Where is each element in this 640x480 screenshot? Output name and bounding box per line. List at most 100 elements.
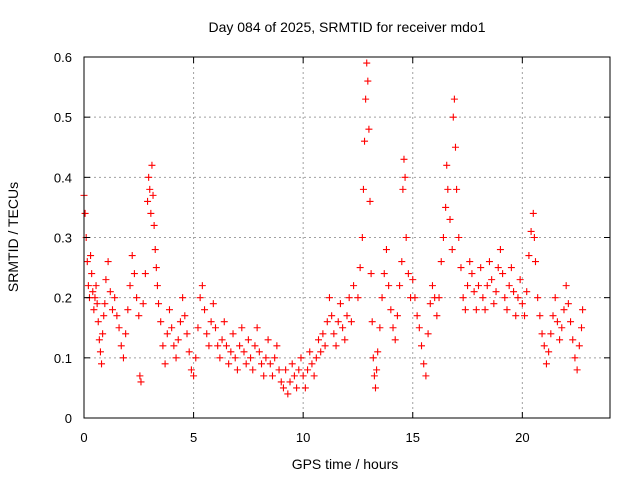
y-tick-label: 0.4 xyxy=(54,170,72,185)
data-point xyxy=(481,306,489,314)
data-point xyxy=(207,318,215,326)
data-point xyxy=(153,282,161,290)
x-tick-label: 5 xyxy=(190,430,197,445)
data-point xyxy=(391,336,399,344)
data-point xyxy=(424,330,432,338)
data-point xyxy=(457,264,465,272)
data-point xyxy=(308,360,316,368)
data-point xyxy=(233,366,241,374)
data-point xyxy=(174,336,182,344)
data-point xyxy=(92,282,100,290)
data-point xyxy=(368,318,376,326)
data-point xyxy=(247,354,255,362)
data-point xyxy=(451,143,459,151)
data-point xyxy=(101,300,109,308)
data-point xyxy=(301,384,309,392)
data-point xyxy=(483,282,491,290)
data-point xyxy=(373,366,381,374)
data-point xyxy=(536,312,544,320)
data-point xyxy=(165,306,173,314)
data-point xyxy=(209,300,217,308)
y-tick-label: 0.3 xyxy=(54,231,72,246)
data-point xyxy=(507,264,515,272)
data-point xyxy=(145,173,153,181)
data-point xyxy=(214,342,222,350)
data-point xyxy=(135,312,143,320)
data-point xyxy=(190,372,198,380)
data-point xyxy=(435,294,443,302)
data-point xyxy=(282,366,290,374)
data-point xyxy=(479,294,487,302)
x-tick-label: 0 xyxy=(80,430,87,445)
data-point xyxy=(229,330,237,338)
data-point xyxy=(227,348,235,356)
data-point xyxy=(84,282,92,290)
data-point xyxy=(578,324,586,332)
data-point xyxy=(137,378,145,386)
data-point xyxy=(128,252,136,260)
data-point xyxy=(488,276,496,284)
data-point xyxy=(341,336,349,344)
data-point xyxy=(150,221,158,229)
data-point xyxy=(330,330,338,338)
data-point xyxy=(258,360,266,368)
data-point xyxy=(147,209,155,217)
data-point xyxy=(485,258,493,266)
data-point xyxy=(411,294,419,302)
data-point xyxy=(251,342,259,350)
data-point xyxy=(399,185,407,193)
data-point xyxy=(496,246,504,254)
data-point xyxy=(95,336,103,344)
data-point xyxy=(288,360,296,368)
data-point xyxy=(443,161,451,169)
data-point xyxy=(321,342,329,350)
data-point xyxy=(521,312,529,320)
x-tick-label: 20 xyxy=(515,430,529,445)
data-point xyxy=(151,246,159,254)
data-point xyxy=(144,197,152,205)
data-point xyxy=(170,342,178,350)
data-point xyxy=(157,318,165,326)
data-point xyxy=(198,282,206,290)
data-point xyxy=(240,348,248,356)
data-point xyxy=(212,324,219,332)
data-point xyxy=(159,342,167,350)
data-point xyxy=(181,312,189,320)
data-point xyxy=(122,330,130,338)
data-point xyxy=(133,294,141,302)
y-tick-label: 0.1 xyxy=(54,351,72,366)
y-tick-label: 0 xyxy=(65,411,72,426)
data-point xyxy=(81,209,89,217)
data-point xyxy=(494,264,502,272)
data-point xyxy=(343,312,351,320)
data-point xyxy=(183,330,191,338)
data-point xyxy=(113,312,121,320)
data-point xyxy=(94,318,102,326)
data-point xyxy=(293,384,301,392)
data-point xyxy=(371,384,379,392)
data-point xyxy=(470,288,478,296)
data-point xyxy=(354,294,362,302)
data-point xyxy=(149,191,157,199)
data-point xyxy=(275,366,283,374)
data-point xyxy=(448,246,456,254)
data-point xyxy=(96,348,104,356)
data-point xyxy=(501,294,509,302)
data-point xyxy=(319,330,327,338)
data-point xyxy=(468,270,476,278)
data-point xyxy=(422,372,430,380)
data-point xyxy=(442,203,450,211)
data-point xyxy=(88,270,96,278)
data-point xyxy=(286,378,294,386)
data-point xyxy=(312,354,320,362)
data-point xyxy=(220,318,228,326)
data-point xyxy=(231,354,239,362)
data-point xyxy=(139,300,147,308)
data-point xyxy=(464,282,472,290)
data-point xyxy=(455,234,463,241)
data-point xyxy=(523,288,531,296)
data-point xyxy=(98,360,106,368)
data-point xyxy=(571,354,579,362)
data-point xyxy=(362,95,370,103)
data-point xyxy=(531,258,539,266)
